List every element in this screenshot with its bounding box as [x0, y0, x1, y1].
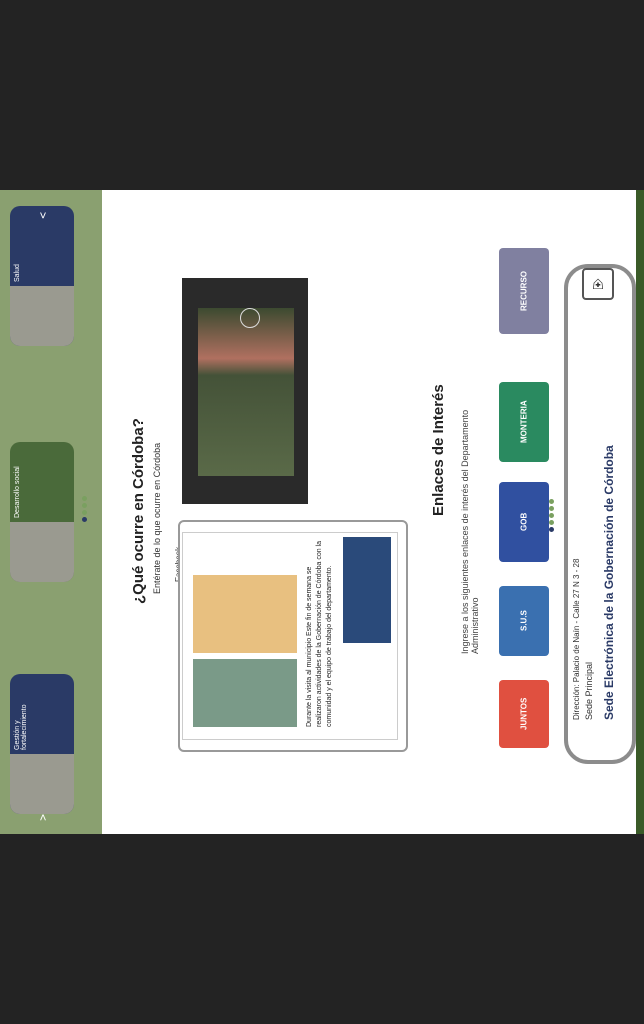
links-dot-2[interactable]	[549, 520, 554, 525]
links-logo-strip: JUNTOS S.U.S GOB MONTERIA RECURSO	[499, 248, 549, 748]
logo-juntos[interactable]: JUNTOS	[499, 680, 549, 748]
site-title: Sede Electrónica de la Gobernación de Có…	[602, 445, 616, 720]
page-viewport: Sede Electrónica de la Gobernación de Có…	[0, 190, 644, 834]
carousel-dot-3[interactable]	[82, 503, 87, 508]
carousel-dots[interactable]	[81, 484, 87, 524]
carousel-dot-4[interactable]	[82, 496, 87, 501]
letterbox-bottom	[0, 834, 644, 1024]
header-accent-bar	[636, 190, 644, 834]
post-text: Durante la visita al municipio Este fin …	[306, 540, 333, 727]
facebook-feed[interactable]: Durante la visita al municipio Este fin …	[178, 520, 408, 752]
links-dot-5[interactable]	[549, 499, 554, 504]
slide-2-image	[10, 522, 74, 582]
post-photo-2[interactable]	[193, 575, 297, 653]
slide-2-label: Desarrollo social	[14, 466, 21, 518]
facebook-post: Durante la visita al municipio Este fin …	[182, 532, 398, 740]
events-subtitle: Entérate de lo que ocurre en Córdoba	[152, 442, 162, 594]
slide-1-image	[10, 754, 74, 814]
video-thumbnail	[198, 308, 294, 476]
carousel-slide-1[interactable]: Gestión y fortalecimiento	[10, 674, 74, 814]
video-player[interactable]	[182, 278, 308, 504]
logo-sus[interactable]: S.U.S	[499, 586, 549, 656]
video-logo-icon	[240, 308, 260, 328]
carousel-dot-1[interactable]	[82, 517, 87, 522]
carousel-prev-icon[interactable]: ˅	[39, 810, 47, 824]
carousel-slide-2[interactable]: Desarrollo social	[10, 442, 74, 582]
slide-3-image	[10, 286, 74, 346]
logo-sus-label: S.U.S	[519, 610, 529, 632]
coat-of-arms-icon[interactable]: ⛨	[582, 268, 614, 300]
links-subtitle: Ingrese a los siguientes enlaces de inte…	[460, 409, 480, 654]
carousel-slide-3[interactable]: Salud	[10, 206, 74, 346]
links-dot-4[interactable]	[549, 506, 554, 511]
post-poster[interactable]	[343, 537, 391, 643]
page: Sede Electrónica de la Gobernación de Có…	[0, 190, 644, 834]
logo-monteria[interactable]: MONTERIA	[499, 382, 549, 462]
slide-1-label: Gestión y fortalecimiento	[14, 704, 28, 750]
post-photo-1[interactable]	[193, 659, 297, 727]
logo-gobernacion-label: GOB	[519, 512, 529, 532]
letterbox-top	[0, 0, 644, 190]
logo-recurso[interactable]: RECURSO	[499, 248, 549, 334]
events-title: ¿Qué ocurre en Córdoba?	[130, 418, 147, 604]
links-title: Enlaces de Interés	[430, 384, 447, 516]
links-dot-1[interactable]	[549, 527, 554, 532]
carousel-next-icon[interactable]: ˄	[39, 208, 47, 222]
logo-gobernacion[interactable]: GOB	[499, 482, 549, 562]
site-address: Dirección: Palacio de Naín - Calle 27 N …	[572, 558, 581, 720]
logo-monteria-label: MONTERIA	[519, 400, 529, 444]
carousel-dot-2[interactable]	[82, 510, 87, 515]
links-dot-3[interactable]	[549, 513, 554, 518]
links-carousel-dots[interactable]	[548, 498, 554, 534]
logo-juntos-label: JUNTOS	[519, 697, 529, 731]
site-header: Sede Electrónica de la Gobernación de Có…	[564, 264, 636, 764]
logo-recurso-label: RECURSO	[519, 271, 529, 312]
site-subtitle: Sede Principal	[584, 661, 594, 720]
